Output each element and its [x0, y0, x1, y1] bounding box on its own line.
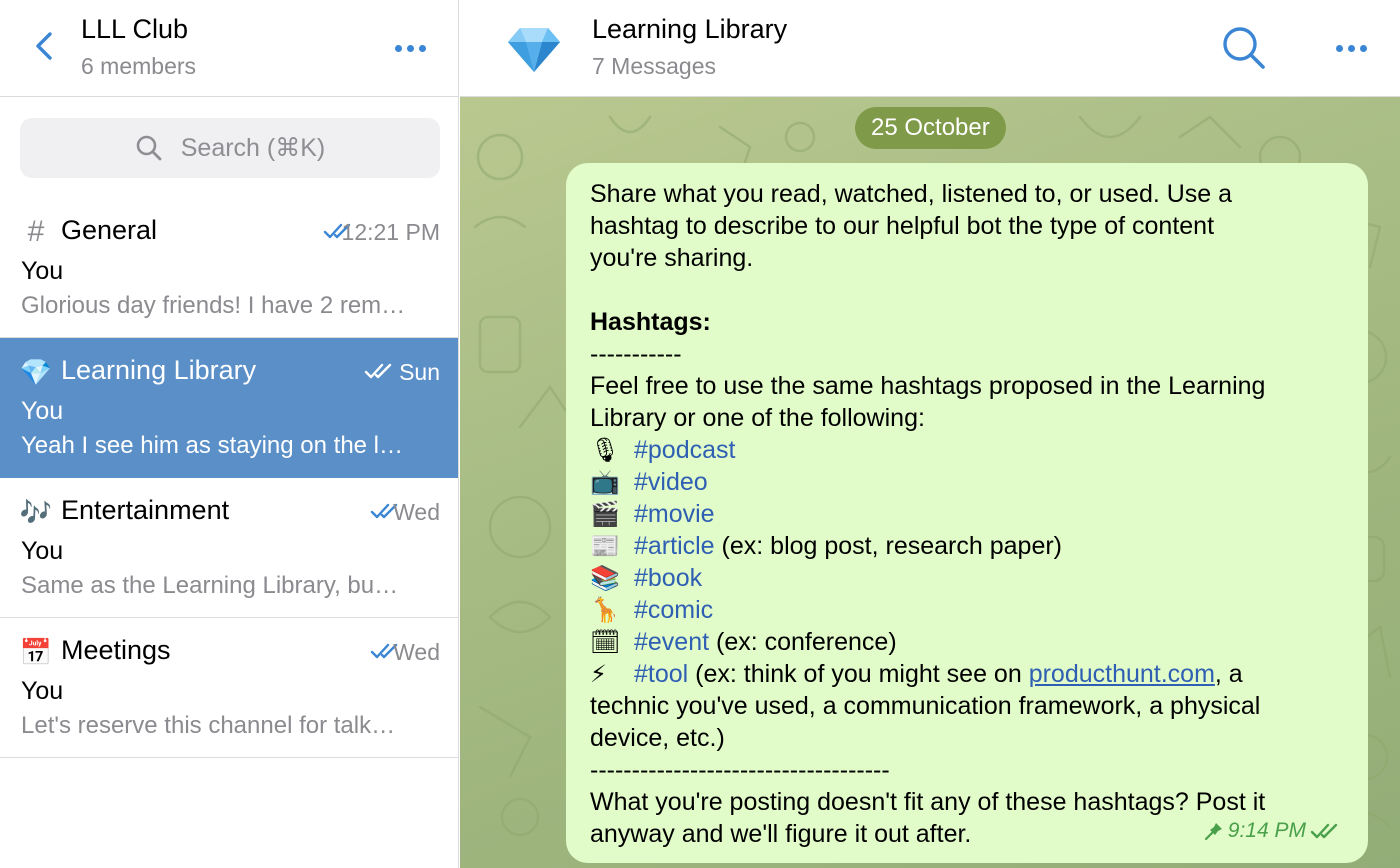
chat-name: General [61, 215, 158, 245]
double-check-icon [323, 220, 355, 242]
double-check-icon [364, 360, 396, 382]
tool-cont-line-2: device, etc.) [590, 724, 725, 752]
producthunt-link[interactable]: producthunt.com [1028, 660, 1215, 688]
hashtag-line: 🎙 #podcast [590, 434, 1344, 466]
free-use-line-2: Library or one of the following: [590, 404, 925, 432]
hashtag-link[interactable]: #event [634, 628, 710, 656]
hashtag-line: 📰 #article (ex: blog post, research paper… [590, 530, 1344, 562]
message-time: 9:14 PM [1227, 819, 1306, 842]
conversation-header: Learning Library 7 Messages [460, 0, 1400, 97]
hashtag-note: (ex: blog post, research paper) [714, 532, 1062, 560]
chat-time: Sun [399, 359, 440, 385]
hashtag-line: 🦒 #comic [590, 594, 1344, 626]
tool-line: ⚡ #tool (ex: think of you might see on pr… [590, 658, 1344, 690]
message-count: 7 Messages [592, 53, 717, 79]
chevron-left-icon [36, 32, 52, 60]
hashtag-link[interactable]: #podcast [634, 436, 736, 464]
closing-line-1: What you're posting doesn't fit any of t… [590, 788, 1266, 816]
lightning-icon: ⚡ [590, 661, 607, 688]
hashtag-emoji-icon: 🎬 [590, 501, 620, 528]
back-button[interactable] [30, 28, 60, 64]
search-input[interactable]: Search (⌘K) [20, 118, 440, 178]
hashtag-emoji-icon: 🗓 [590, 629, 621, 656]
date-separator: 25 October [855, 107, 1006, 149]
pin-icon [1204, 823, 1222, 841]
free-use-line-1: Feel free to use the same hashtags propo… [590, 372, 1266, 400]
double-check-icon [370, 640, 402, 662]
chat-name: Entertainment [61, 495, 230, 525]
hashtag-line: 📚 #book [590, 562, 1344, 594]
hashtag-list: 🎙 #podcast 📺 #video 🎬 #movie 📰 #article (ex: bl… [590, 434, 1344, 658]
search-button[interactable] [1220, 24, 1270, 74]
more-dots-icon [1335, 44, 1343, 52]
chat-name: Learning Library [61, 355, 257, 385]
music-notes-icon: 🎶 [19, 496, 53, 527]
closing-line-2: anyway and we'll figure it out after. [590, 820, 972, 848]
chat-list: # General 12:21 PM You Glorious day friends!… [0, 198, 458, 758]
intro-line-1: Share what you read, watched, listened t… [590, 180, 1233, 208]
hashtag-emoji-icon: 📰 [590, 533, 620, 560]
chat-sender: You [21, 397, 64, 425]
conversation-pane: Learning Library 7 Messages [460, 0, 1400, 868]
conversation-more-button[interactable] [1329, 33, 1373, 63]
hashtag-emoji-icon: 🎙 [590, 437, 621, 464]
search-icon [136, 135, 162, 161]
hashtag-link[interactable]: #tool [634, 660, 689, 688]
hashtag-emoji-icon: 🦒 [590, 597, 620, 624]
hashtag-icon: # [27, 215, 45, 248]
hashtag-line: 📺 #video [590, 466, 1344, 498]
short-divider: ----------- [590, 340, 682, 368]
hashtag-link[interactable]: #movie [634, 500, 715, 528]
sidebar-header: LLL Club 6 members [0, 0, 458, 97]
chat-preview: Let's reserve this channel for talk… [21, 712, 396, 739]
chat-preview: Same as the Learning Library, bu… [21, 572, 399, 599]
gem-icon: 💎 [19, 356, 53, 387]
chat-time: Wed [393, 639, 440, 665]
search-icon [1223, 27, 1265, 69]
intro-line-2: hashtag to describe to our helpful bot t… [590, 212, 1215, 240]
tool-cont-line-1: technic you've used, a communication fra… [590, 692, 1261, 720]
gem-icon[interactable] [506, 20, 562, 76]
group-member-count: 6 members [81, 53, 197, 79]
hashtag-line: 🎬 #movie [590, 498, 1344, 530]
long-divider: ------------------------------------ [590, 756, 890, 784]
chat-preview: Yeah I see him as staying on the l… [21, 432, 404, 459]
chat-sender: You [21, 257, 64, 285]
group-more-button[interactable] [388, 33, 432, 63]
tool-note: (ex: think of you might see on [688, 660, 1029, 688]
chat-sidebar: LLL Club 6 members Search (⌘K) # General 1… [0, 0, 459, 868]
hashtag-link[interactable]: #book [634, 564, 703, 592]
chat-time: Wed [393, 499, 440, 525]
hashtag-emoji-icon: 📚 [590, 565, 620, 592]
message-bubble[interactable]: Share what you read, watched, listened t… [566, 163, 1368, 863]
hashtag-link[interactable]: #video [634, 468, 708, 496]
chat-background: 25 October Share what you read, watched,… [460, 97, 1400, 868]
chat-sender: You [21, 677, 64, 705]
double-check-icon [370, 500, 402, 522]
chat-row-entertainment[interactable]: 🎶 Entertainment Wed You Same as the Learning… [0, 478, 458, 618]
tool-note-end: , a [1214, 660, 1243, 688]
chat-preview: Glorious day friends! I have 2 rem… [21, 292, 406, 319]
chat-row-general[interactable]: # General 12:21 PM You Glorious day friends!… [0, 198, 458, 338]
chat-row-meetings[interactable]: 📅 Meetings Wed You Let's reserve this channe… [0, 618, 458, 758]
group-title: LLL Club [81, 14, 189, 44]
double-check-icon [1310, 823, 1338, 839]
search-placeholder: Search (⌘K) [180, 134, 326, 162]
chat-sender: You [21, 537, 64, 565]
conversation-title: Learning Library [592, 14, 788, 44]
hashtag-emoji-icon: 📺 [590, 469, 620, 496]
chat-time: 12:21 PM [341, 219, 440, 245]
message-meta: 9:14 PM [1204, 815, 1342, 847]
chat-name: Meetings [61, 635, 171, 665]
hashtags-heading: Hashtags: [590, 308, 711, 336]
hashtag-link[interactable]: #comic [634, 596, 714, 624]
calendar-icon: 📅 [19, 636, 53, 667]
hashtag-line: 🗓 #event (ex: conference) [590, 626, 1344, 658]
hashtag-note: (ex: conference) [709, 628, 897, 656]
chat-row-learning-library[interactable]: 💎 Learning Library Sun You Yeah I see him as… [0, 338, 458, 478]
more-dots-icon [394, 44, 402, 52]
intro-line-3: you're sharing. [590, 244, 754, 272]
hashtag-link[interactable]: #article [634, 532, 715, 560]
